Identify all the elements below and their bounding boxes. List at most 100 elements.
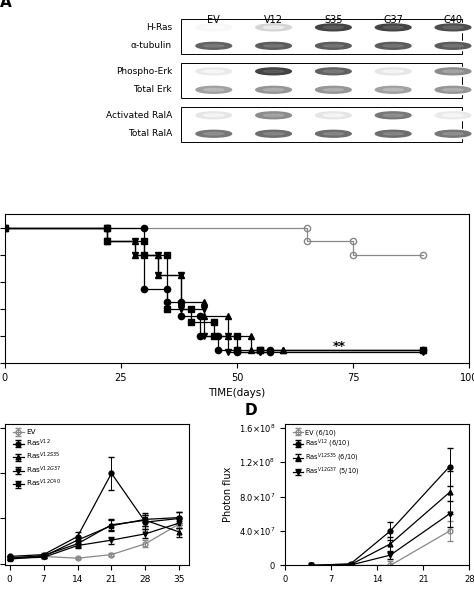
Bar — [253, 23, 294, 32]
Y-axis label: Photon flux: Photon flux — [223, 467, 233, 522]
Text: D: D — [245, 403, 257, 418]
Ellipse shape — [383, 133, 403, 135]
Ellipse shape — [383, 45, 403, 47]
Ellipse shape — [196, 87, 232, 93]
Ellipse shape — [323, 70, 344, 72]
Ellipse shape — [383, 26, 403, 29]
Ellipse shape — [443, 133, 463, 135]
Text: V12: V12 — [264, 15, 283, 25]
Ellipse shape — [323, 45, 344, 47]
Ellipse shape — [264, 133, 284, 135]
Ellipse shape — [316, 24, 351, 31]
Bar — [253, 130, 294, 138]
Text: C40: C40 — [444, 15, 463, 25]
Ellipse shape — [264, 26, 284, 29]
Ellipse shape — [383, 114, 403, 117]
Ellipse shape — [256, 112, 292, 119]
Ellipse shape — [204, 70, 224, 72]
Bar — [433, 23, 473, 32]
Bar — [313, 41, 354, 50]
Ellipse shape — [264, 88, 284, 91]
Bar — [193, 130, 234, 138]
Ellipse shape — [316, 42, 351, 49]
Bar — [313, 85, 354, 94]
Text: EV: EV — [208, 15, 220, 25]
Ellipse shape — [256, 42, 292, 49]
Text: Activated RalA: Activated RalA — [106, 111, 172, 120]
Bar — [373, 41, 413, 50]
Bar — [193, 41, 234, 50]
Legend: EV (6/10), Ras$^{V12}$ (6/10), Ras$^{V12S35}$ (6/10), Ras$^{V12G37}$ (5/10): EV (6/10), Ras$^{V12}$ (6/10), Ras$^{V12… — [292, 428, 360, 479]
Bar — [373, 130, 413, 138]
Ellipse shape — [204, 88, 224, 91]
Ellipse shape — [375, 42, 411, 49]
Ellipse shape — [196, 112, 232, 119]
Ellipse shape — [196, 42, 232, 49]
Bar — [181, 19, 462, 54]
Bar — [313, 111, 354, 120]
Ellipse shape — [443, 45, 463, 47]
Bar — [373, 85, 413, 94]
Ellipse shape — [375, 112, 411, 119]
Bar — [313, 67, 354, 76]
Ellipse shape — [435, 87, 471, 93]
Ellipse shape — [316, 112, 351, 119]
Bar — [193, 67, 234, 76]
Bar — [253, 85, 294, 94]
Bar — [433, 111, 473, 120]
Ellipse shape — [323, 88, 344, 91]
Ellipse shape — [196, 68, 232, 75]
Ellipse shape — [196, 24, 232, 31]
Ellipse shape — [256, 68, 292, 75]
Ellipse shape — [316, 68, 351, 75]
Text: A: A — [0, 0, 12, 11]
Ellipse shape — [383, 70, 403, 72]
Bar — [433, 85, 473, 94]
Ellipse shape — [204, 114, 224, 117]
Ellipse shape — [375, 24, 411, 31]
Ellipse shape — [316, 130, 351, 137]
Ellipse shape — [435, 42, 471, 49]
Bar — [313, 130, 354, 138]
Bar — [181, 107, 462, 143]
Ellipse shape — [435, 130, 471, 137]
Ellipse shape — [383, 88, 403, 91]
Bar — [373, 23, 413, 32]
Ellipse shape — [323, 114, 344, 117]
Ellipse shape — [323, 133, 344, 135]
Ellipse shape — [435, 68, 471, 75]
Text: α-tubulin: α-tubulin — [131, 41, 172, 50]
Ellipse shape — [375, 130, 411, 137]
Ellipse shape — [316, 87, 351, 93]
Ellipse shape — [264, 70, 284, 72]
Ellipse shape — [204, 133, 224, 135]
Ellipse shape — [196, 130, 232, 137]
Text: G37: G37 — [383, 15, 403, 25]
X-axis label: TIME(days): TIME(days) — [209, 388, 265, 398]
Text: S35: S35 — [324, 15, 343, 25]
Bar — [181, 63, 462, 98]
Ellipse shape — [264, 114, 284, 117]
Bar — [253, 67, 294, 76]
Bar — [373, 67, 413, 76]
Bar — [313, 23, 354, 32]
Bar — [193, 23, 234, 32]
Ellipse shape — [443, 26, 463, 29]
Bar — [193, 85, 234, 94]
Legend: EV, Ras$^{V12}$, Ras$^{V12S35}$, Ras$^{V12G37}$, Ras$^{V12C40}$: EV, Ras$^{V12}$, Ras$^{V12S35}$, Ras$^{V… — [12, 429, 62, 490]
Bar — [373, 111, 413, 120]
Ellipse shape — [443, 70, 463, 72]
Ellipse shape — [256, 24, 292, 31]
Ellipse shape — [256, 130, 292, 137]
Text: H-Ras: H-Ras — [146, 23, 172, 32]
Bar — [433, 130, 473, 138]
Ellipse shape — [443, 88, 463, 91]
Text: **: ** — [333, 340, 346, 353]
Text: Total RalA: Total RalA — [128, 129, 172, 138]
Ellipse shape — [375, 87, 411, 93]
Ellipse shape — [323, 26, 344, 29]
Ellipse shape — [435, 24, 471, 31]
Ellipse shape — [435, 112, 471, 119]
Bar — [193, 111, 234, 120]
Bar — [253, 41, 294, 50]
